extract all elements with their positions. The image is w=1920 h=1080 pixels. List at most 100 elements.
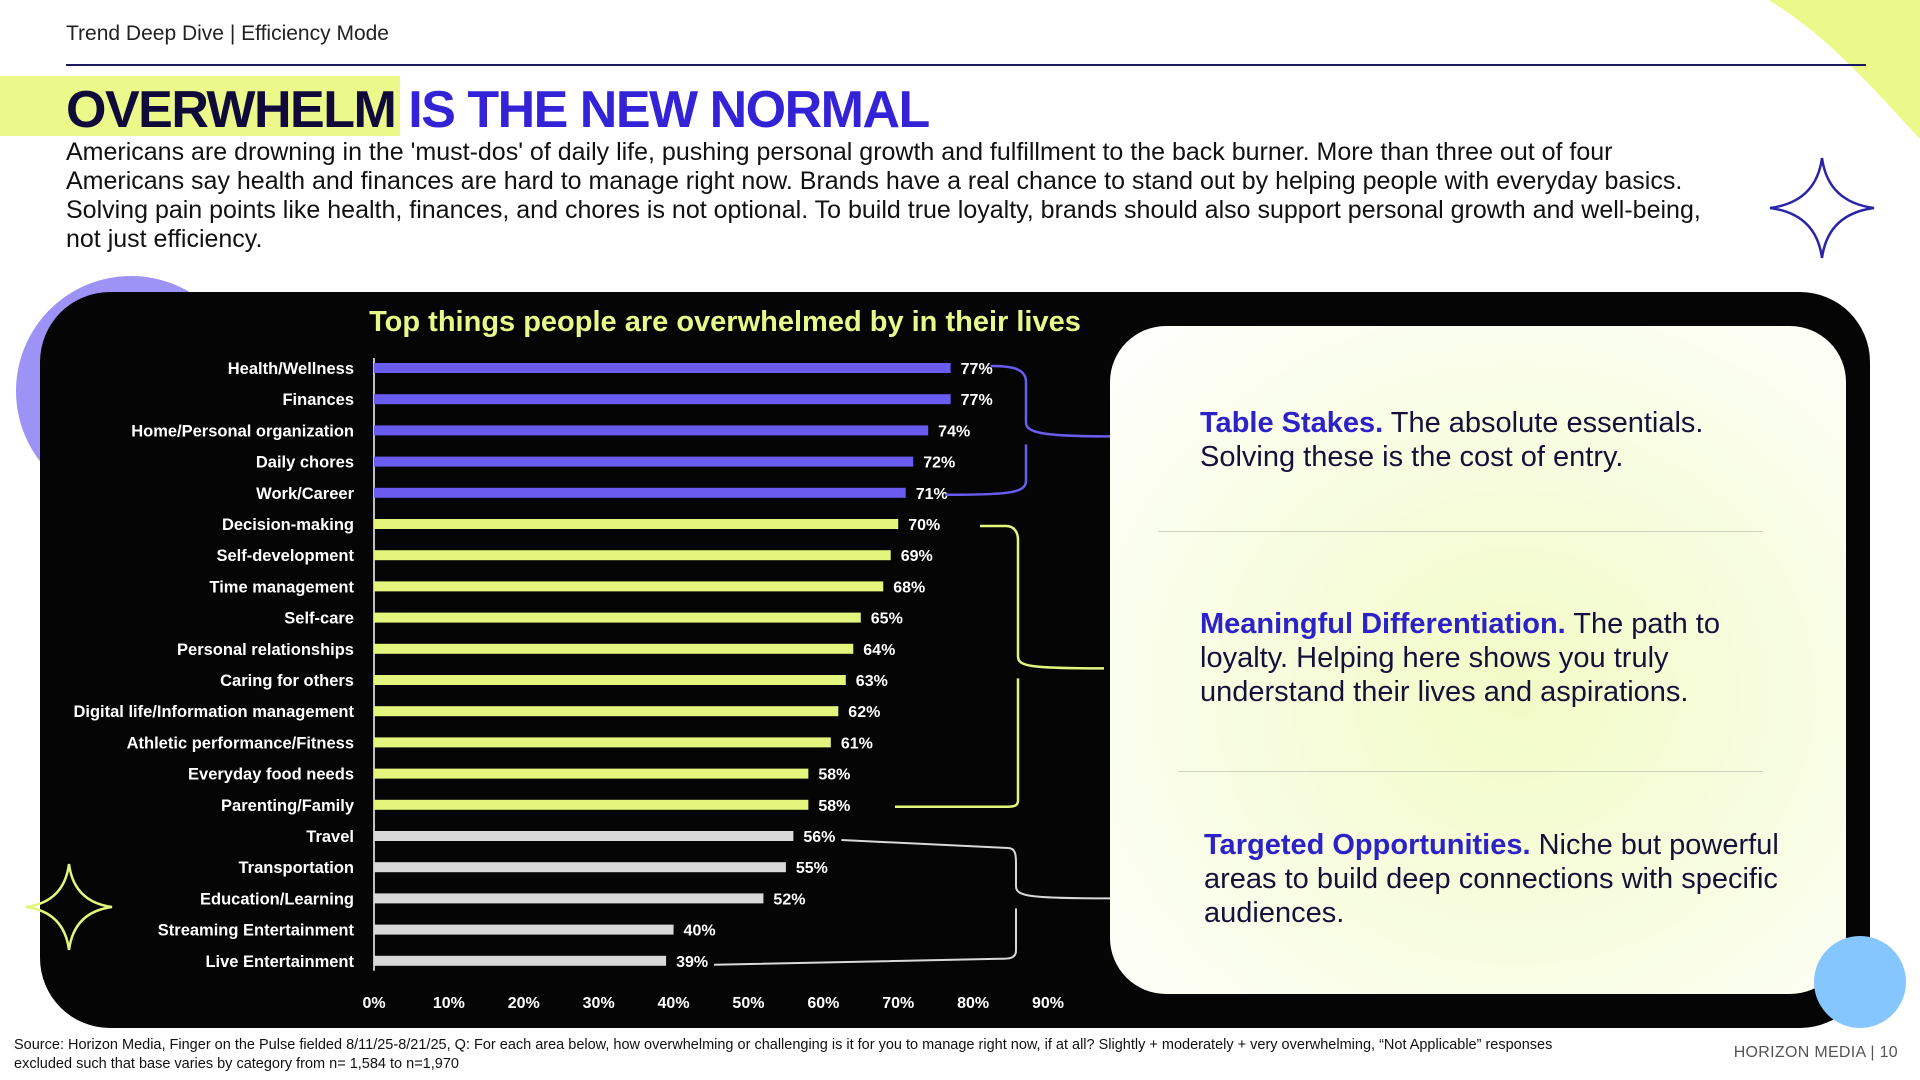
value-label: 71% — [916, 486, 948, 503]
category-label: Travel — [306, 828, 354, 846]
category-label: Self-care — [284, 610, 354, 628]
bar — [374, 924, 674, 935]
bracket-meaningful-differentiation — [895, 524, 1105, 809]
footer-brand: HORIZON MEDIA | 10 — [1734, 1044, 1898, 1062]
x-tick-label: 20% — [508, 995, 540, 1012]
value-label: 69% — [901, 548, 933, 565]
corner-lime-shape — [1768, 0, 1920, 140]
chart-title: Top things people are overwhelmed by in … — [369, 306, 1081, 338]
value-label: 64% — [863, 642, 895, 659]
bar — [374, 737, 831, 748]
bar — [374, 643, 854, 654]
value-label: 52% — [773, 891, 805, 908]
x-tick-label: 30% — [583, 995, 615, 1012]
bar — [374, 363, 951, 373]
page-number: 10 — [1879, 1044, 1898, 1061]
card-divider-2 — [1178, 771, 1763, 772]
category-label: Digital life/Information management — [73, 703, 354, 721]
bar — [374, 862, 786, 873]
x-tick-label: 10% — [433, 995, 465, 1012]
category-label: Health/Wellness — [228, 360, 354, 378]
category-label: Everyday food needs — [188, 766, 354, 784]
callout-heading: Meaningful Differentiation. — [1200, 608, 1566, 640]
category-label: Finances — [282, 391, 354, 409]
category-label: Work/Career — [256, 485, 354, 503]
value-label: 63% — [856, 673, 888, 690]
card-divider-1 — [1158, 531, 1763, 532]
header-rule — [66, 64, 1866, 66]
bar — [374, 955, 667, 966]
x-tick-label: 70% — [882, 995, 914, 1012]
callout-card — [1110, 326, 1846, 994]
bar — [374, 893, 764, 904]
sparkle-outline-icon — [1769, 157, 1875, 259]
x-tick-label: 40% — [658, 995, 690, 1012]
category-label: Personal relationships — [177, 641, 354, 659]
bar — [374, 550, 891, 561]
title-highlight-band — [0, 76, 400, 136]
callout-targeted-opportunities: Targeted Opportunities. Niche but powerf… — [1204, 828, 1824, 930]
callout-body: The path to loyalty. Helping here shows … — [1200, 608, 1720, 708]
page-title: OVERWHELM IS THE NEW NORMAL — [66, 80, 930, 140]
bar — [374, 675, 846, 685]
decorative-blue-circle — [1814, 936, 1906, 1028]
callout-table-stakes: Table Stakes. The absolute essentials. S… — [1200, 406, 1760, 474]
bracket-table-stakes — [945, 364, 1111, 497]
bar — [374, 519, 899, 529]
bar — [374, 456, 914, 467]
value-label: 70% — [908, 517, 940, 534]
callout-body: Niche but powerful areas to build deep c… — [1204, 829, 1779, 929]
category-label: Athletic performance/Fitness — [127, 734, 354, 752]
bar — [374, 706, 839, 717]
category-label: Streaming Entertainment — [158, 922, 355, 940]
category-label: Self-development — [216, 547, 354, 565]
callout-heading: Targeted Opportunities. — [1204, 829, 1531, 861]
sparkle-lime-icon — [25, 863, 113, 951]
x-tick-label: 90% — [1032, 995, 1064, 1012]
value-label: 61% — [841, 735, 873, 752]
bar — [374, 612, 861, 623]
value-label: 58% — [818, 798, 850, 815]
value-label: 40% — [684, 923, 716, 940]
value-label: 72% — [923, 455, 955, 472]
header-separator: | — [229, 22, 236, 45]
x-tick-label: 60% — [807, 995, 839, 1012]
bar — [374, 581, 884, 592]
bar — [374, 394, 951, 405]
category-label: Decision-making — [222, 516, 354, 534]
bar — [374, 425, 929, 436]
title-part-2: IS THE NEW NORMAL — [408, 81, 930, 139]
bar — [374, 768, 809, 779]
value-label: 58% — [818, 767, 850, 784]
value-label: 65% — [871, 611, 903, 628]
page-separator: | — [1870, 1044, 1875, 1061]
x-tick-label: 0% — [362, 995, 385, 1012]
brand-name: HORIZON MEDIA — [1733, 1044, 1866, 1061]
category-label: Time management — [209, 578, 354, 596]
callout-body: The absolute essentials. Solving these i… — [1200, 407, 1704, 473]
source-footnote: Source: Horizon Media, Finger on the Pul… — [14, 1037, 1553, 1072]
x-tick-label: 80% — [957, 995, 989, 1012]
value-label: 68% — [893, 579, 925, 596]
value-label: 77% — [961, 392, 993, 409]
value-label: 77% — [961, 361, 993, 378]
category-label: Caring for others — [220, 672, 354, 690]
callout-heading: Table Stakes. — [1200, 407, 1384, 439]
category-label: Parenting/Family — [221, 797, 355, 815]
bar — [374, 799, 809, 810]
category-label: Transportation — [238, 859, 354, 877]
bracket-targeted-opportunities — [714, 839, 1111, 966]
intro-paragraph: Americans are drowning in the 'must-dos'… — [66, 138, 1701, 253]
value-label: 74% — [938, 423, 970, 440]
title-part-1: OVERWHELM — [66, 81, 397, 139]
header-mode: Efficiency Mode — [241, 22, 389, 45]
header-breadcrumb: Trend Deep Dive | Efficiency Mode — [66, 22, 389, 46]
category-label: Daily chores — [256, 454, 354, 472]
bar — [374, 487, 906, 498]
header-section: Trend Deep Dive — [66, 22, 224, 45]
category-label: Education/Learning — [200, 890, 354, 908]
bar — [374, 831, 794, 841]
callout-meaningful-differentiation: Meaningful Differentiation. The path to … — [1200, 607, 1760, 709]
value-label: 39% — [676, 954, 708, 971]
category-label: Live Entertainment — [205, 953, 354, 971]
